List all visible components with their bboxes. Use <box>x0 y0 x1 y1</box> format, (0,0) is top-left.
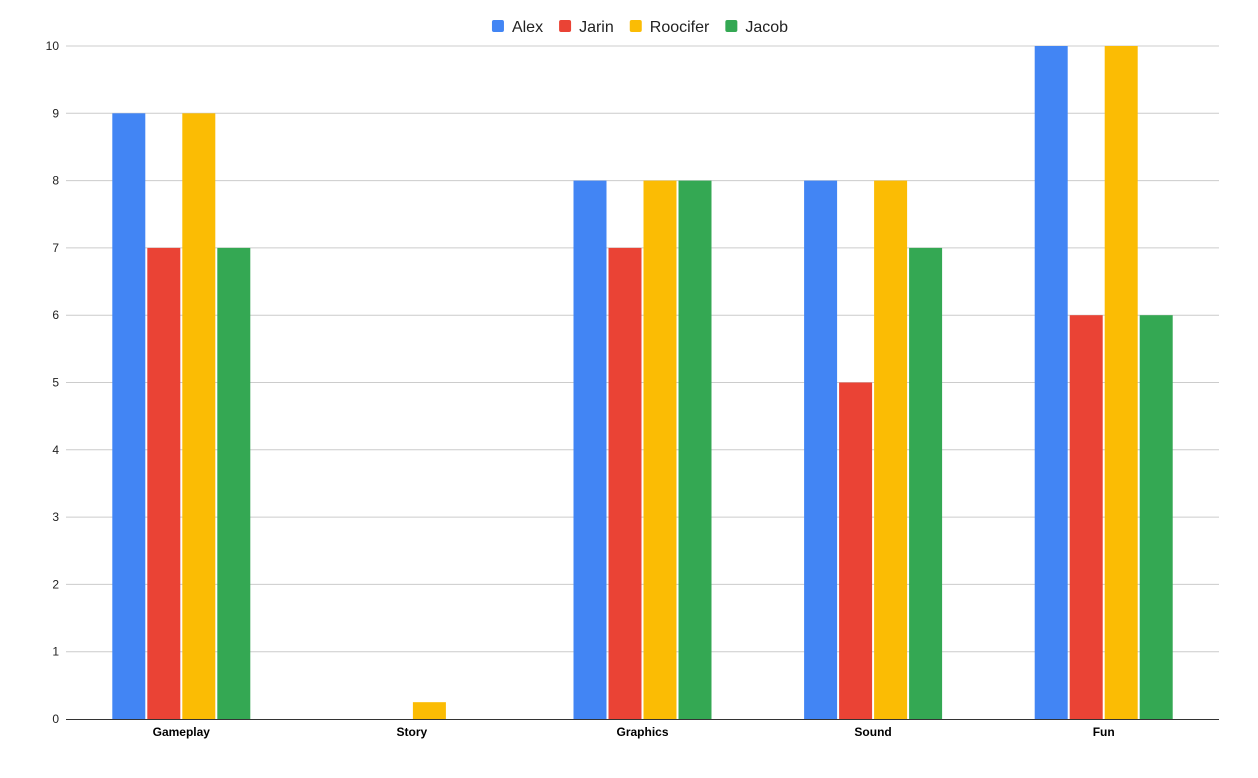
y-tick-label: 8 <box>52 174 59 188</box>
x-category-label: Story <box>397 725 428 739</box>
bar-roocifer-story[interactable] <box>412 702 446 719</box>
bar-jarin-gameplay[interactable] <box>147 247 181 719</box>
legend-label: Roocifer <box>650 19 710 36</box>
y-tick-label: 9 <box>52 106 59 120</box>
legend-label: Jacob <box>745 19 788 36</box>
y-tick-label: 3 <box>52 510 59 524</box>
legend-swatch <box>629 20 642 32</box>
y-tick-label: 2 <box>52 577 59 591</box>
x-category-label: Graphics <box>616 725 668 739</box>
legend: Alex Jarin Roocifer Jacob <box>491 19 788 36</box>
bar-jacob-sound[interactable] <box>909 247 943 719</box>
y-tick-label: 10 <box>46 39 60 53</box>
bar-roocifer-graphics[interactable] <box>643 180 677 720</box>
bar-alex-fun[interactable] <box>1034 46 1068 719</box>
x-axis-category-labels: Gameplay Story Graphics Sound Fun <box>153 725 1115 739</box>
y-tick-label: 0 <box>52 712 59 726</box>
x-category-label: Sound <box>854 725 891 739</box>
legend-swatch <box>725 20 738 32</box>
bar-jarin-graphics[interactable] <box>608 247 642 719</box>
legend-item-roocifer[interactable]: Roocifer <box>629 19 710 36</box>
y-tick-label: 7 <box>52 241 59 255</box>
bar-alex-sound[interactable] <box>804 180 838 720</box>
bars <box>112 46 1173 720</box>
bar-roocifer-gameplay[interactable] <box>182 113 216 720</box>
legend-item-alex[interactable]: Alex <box>491 19 543 36</box>
x-category-label: Fun <box>1093 725 1115 739</box>
bar-alex-graphics[interactable] <box>573 180 607 720</box>
y-axis-tick-labels: 0 1 2 3 4 5 6 7 8 9 10 <box>46 39 60 726</box>
legend-swatch <box>491 20 504 32</box>
bar-alex-gameplay[interactable] <box>112 113 146 720</box>
bar-jacob-graphics[interactable] <box>678 180 712 720</box>
legend-swatch <box>559 20 572 32</box>
gridlines <box>66 45 1219 653</box>
x-category-label: Gameplay <box>153 725 211 739</box>
bar-jarin-fun[interactable] <box>1069 315 1103 719</box>
bar-roocifer-fun[interactable] <box>1104 46 1138 719</box>
bar-roocifer-sound[interactable] <box>874 180 908 720</box>
legend-item-jarin[interactable]: Jarin <box>559 19 614 36</box>
bar-jacob-gameplay[interactable] <box>217 247 251 719</box>
y-tick-label: 5 <box>52 376 59 390</box>
legend-label: Alex <box>512 19 543 36</box>
bar-jarin-sound[interactable] <box>839 382 873 720</box>
legend-item-jacob[interactable]: Jacob <box>725 19 788 36</box>
legend-label: Jarin <box>579 19 614 36</box>
y-tick-label: 4 <box>52 443 59 457</box>
y-tick-label: 1 <box>52 645 59 659</box>
y-tick-label: 6 <box>52 308 59 322</box>
bar-jacob-fun[interactable] <box>1139 315 1173 719</box>
